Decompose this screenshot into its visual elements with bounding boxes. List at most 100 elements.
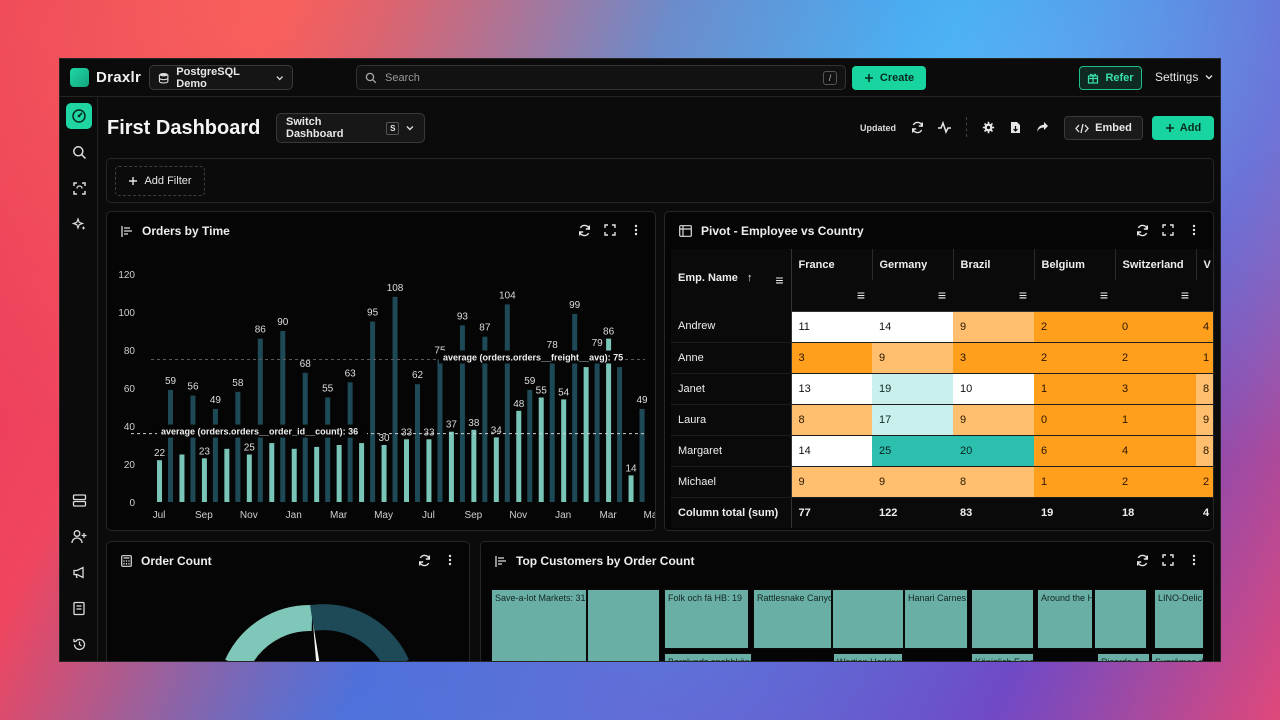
data-sources-icon[interactable]	[66, 487, 92, 513]
bar-light	[426, 439, 432, 502]
reference-line-label: average (orders.orders__order_id__count)…	[161, 427, 358, 437]
treemap-tile	[971, 589, 1034, 649]
treemap-tile	[832, 589, 904, 649]
row-header-label: Emp. Name	[678, 272, 738, 284]
refresh-icon[interactable]	[417, 553, 431, 567]
search-input[interactable]: Search /	[356, 65, 846, 90]
export-file-icon[interactable]	[1007, 119, 1023, 135]
history-icon[interactable]	[66, 631, 92, 657]
filter-icon[interactable]: ≡	[775, 272, 784, 288]
column-header[interactable]: France	[790, 249, 872, 280]
treemap-tile[interactable]: Folk och fä HB: 19	[664, 589, 749, 649]
treemap-tile[interactable]	[587, 589, 660, 661]
refresh-icon[interactable]	[1135, 553, 1149, 567]
x-tick-label: Sep	[464, 510, 482, 521]
docs-book-icon[interactable]	[66, 595, 92, 621]
x-tick-label: May	[644, 510, 655, 521]
treemap-tile[interactable]: Suprêmes délices: 1	[1151, 653, 1204, 661]
refresh-icon[interactable]	[1135, 223, 1149, 237]
add-user-icon[interactable]	[66, 523, 92, 549]
create-button[interactable]: Create	[852, 66, 926, 90]
bar-dark	[504, 304, 510, 502]
bar-dark	[459, 325, 465, 502]
table-row: Laura 8 17 9 0 1 9	[671, 404, 1213, 436]
treemap-tile[interactable]: Around the Horn: 13	[1037, 589, 1093, 649]
treemap-tile[interactable]: Rattlesnake Canyon Grocery: 18	[753, 589, 832, 649]
more-options-icon[interactable]	[443, 553, 457, 567]
column-header[interactable]: V	[1195, 249, 1213, 280]
switch-dashboard-button[interactable]: Switch Dashboard S	[276, 113, 425, 143]
more-options-icon[interactable]	[1187, 223, 1201, 237]
bar-value-label: 37	[446, 420, 458, 431]
pivot-cell: 3	[791, 342, 872, 374]
refresh-icon[interactable]	[909, 119, 925, 135]
bar-dark	[549, 353, 555, 502]
row-label: Janet	[671, 373, 792, 405]
query-builder-icon[interactable]	[66, 175, 92, 201]
more-options-icon[interactable]	[1187, 553, 1201, 567]
filter-icon[interactable]: ≡	[937, 287, 946, 304]
filter-icon[interactable]: ≡	[1018, 287, 1027, 304]
bar-dark	[190, 395, 196, 502]
filter-icon[interactable]: ≡	[856, 287, 865, 304]
chevron-down-icon	[1205, 75, 1213, 80]
bar-dark	[168, 389, 173, 502]
draxlr-logo[interactable]	[70, 68, 89, 87]
top-customers-card: Top Customers by Order Count Save-a-lot …	[480, 541, 1214, 661]
bar-chart-icon	[495, 555, 506, 567]
total-cell: 19	[1034, 497, 1115, 528]
treemap-tile[interactable]: Wartian Herkku: 15	[833, 653, 903, 661]
x-tick-label: Nov	[509, 510, 527, 521]
database-name: PostgreSQL Demo	[176, 65, 240, 90]
settings-menu[interactable]: Settings	[1155, 70, 1214, 84]
dashboard-nav-icon[interactable]	[66, 103, 92, 129]
more-options-icon[interactable]	[629, 223, 643, 237]
treemap-tile[interactable]: Save-a-lot Markets: 31	[491, 589, 587, 661]
ai-sparkle-icon[interactable]	[66, 211, 92, 237]
column-header[interactable]: Germany	[871, 249, 953, 280]
announcement-icon[interactable]	[66, 559, 92, 585]
activity-icon[interactable]	[936, 119, 952, 135]
row-header-cell[interactable]: Emp. Name ↑ ≡	[671, 249, 792, 311]
gear-icon[interactable]	[980, 119, 996, 135]
bar-value-label: 49	[636, 395, 648, 406]
bar-light	[628, 475, 634, 502]
refer-label: Refer	[1105, 72, 1134, 84]
bar-value-label: 33	[423, 427, 435, 438]
bar-dark	[212, 408, 218, 502]
fullscreen-icon[interactable]	[1161, 223, 1175, 237]
treemap-tile[interactable]: Hanari Carnes: 14	[904, 589, 968, 649]
add-filter-button[interactable]: Add Filter	[115, 166, 205, 196]
settings-label: Settings	[1155, 70, 1199, 84]
treemap-tile[interactable]: LINO-Delic	[1154, 589, 1204, 649]
search-nav-icon[interactable]	[66, 139, 92, 165]
fullscreen-icon[interactable]	[603, 223, 617, 237]
bar-value-label: 30	[378, 433, 390, 444]
filter-icon[interactable]: ≡	[1180, 287, 1189, 304]
pivot-card: Pivot - Employee vs Country Emp. Name ↑ ≡…	[664, 211, 1214, 531]
filter-icon[interactable]: ≡	[1099, 287, 1108, 304]
row-label: Michael	[671, 466, 792, 498]
bar-light	[157, 460, 162, 502]
database-selector[interactable]: PostgreSQL Demo	[149, 65, 293, 90]
pivot-table: Emp. Name ↑ ≡ France Germany Brazil Belgium Sw…	[671, 249, 1213, 530]
bar-value-label: 56	[187, 382, 199, 393]
y-tick-label: 40	[124, 422, 136, 433]
sort-ascending-icon[interactable]: ↑	[743, 272, 753, 284]
fullscreen-icon[interactable]	[1161, 553, 1175, 567]
refresh-icon[interactable]	[577, 223, 591, 237]
share-icon[interactable]	[1034, 119, 1050, 135]
row-label: Laura	[671, 404, 792, 436]
refer-button[interactable]: Refer	[1079, 66, 1142, 90]
treemap-tile[interactable]: Berglunds snabbköp: 18	[664, 653, 752, 661]
card-toolbar	[417, 553, 457, 567]
treemap-tile[interactable]: Ricardo A	[1097, 653, 1150, 661]
embed-button[interactable]: Embed	[1064, 116, 1143, 140]
bar-value-label: 68	[300, 359, 312, 370]
column-header[interactable]: Belgium	[1033, 249, 1115, 280]
treemap-tile[interactable]: Königlich Essen: 14	[971, 653, 1034, 661]
add-widget-button[interactable]: Add	[1152, 116, 1214, 140]
column-header[interactable]: Brazil	[952, 249, 1034, 280]
column-header[interactable]: Switzerland	[1114, 249, 1196, 280]
card-title: Orders by Time	[142, 224, 230, 238]
